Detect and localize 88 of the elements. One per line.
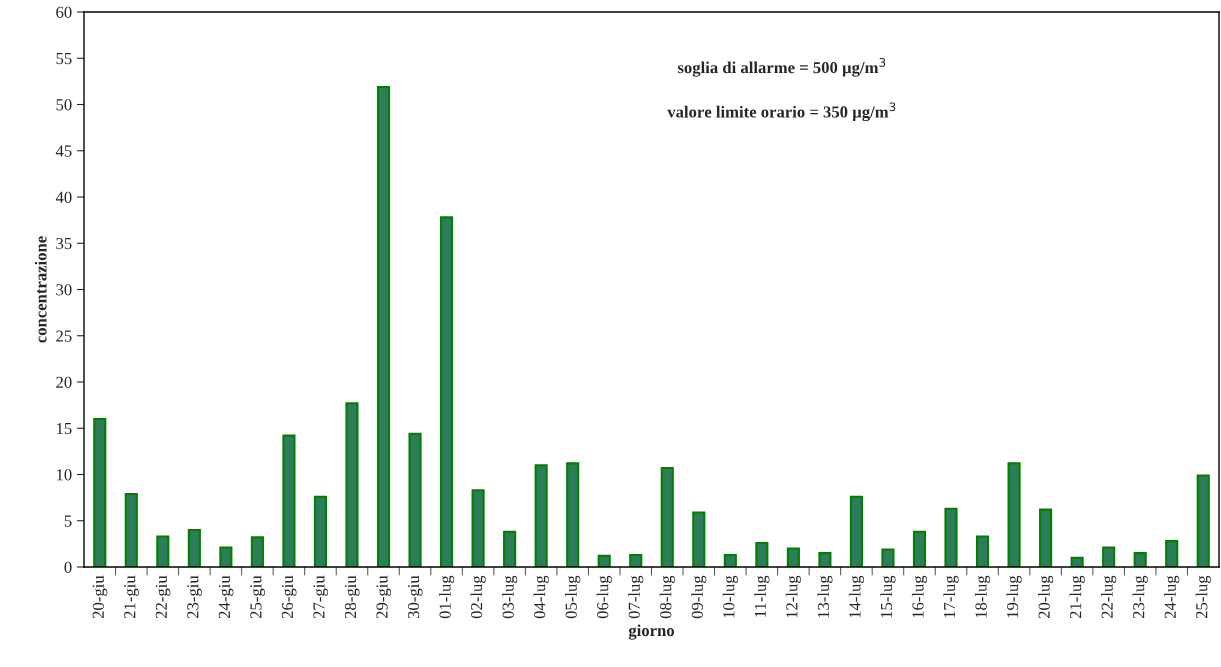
bar <box>1039 508 1053 567</box>
bar <box>1007 462 1021 567</box>
bar <box>881 548 895 567</box>
x-tick-label: 07-lug <box>628 575 644 619</box>
x-tick-label: 02-lug <box>470 575 486 619</box>
x-tick-label: 01-lug <box>438 575 455 619</box>
x-tick-label: 16-lug <box>911 575 928 618</box>
bar <box>786 547 800 567</box>
y-axis-title: concentrazione <box>34 236 47 343</box>
bar <box>345 402 359 567</box>
x-tick-label: 13-lug <box>817 575 833 618</box>
x-tick-label: 29-giu <box>376 575 392 619</box>
bar <box>440 216 454 567</box>
bar <box>219 546 233 567</box>
bar <box>313 495 328 567</box>
bar <box>1102 546 1116 567</box>
bar <box>818 552 832 567</box>
x-tick-label: 24-giu <box>218 575 234 619</box>
x-tick-label: 25-lug <box>1195 575 1211 619</box>
y-tick-label: 0 <box>64 561 72 573</box>
x-tick-label: 21-giu <box>124 575 139 619</box>
annotation: valore limite orario = 350 µg/m$^{3}$ <box>667 102 896 122</box>
bar <box>660 466 674 567</box>
x-tick-label: 21-lug <box>1069 575 1085 619</box>
x-tick-label: 20-lug <box>1038 575 1054 619</box>
bar <box>597 554 611 567</box>
y-tick-label: 15 <box>56 423 72 435</box>
x-tick-label: 26-giu <box>281 575 297 619</box>
x-tick-label: 12-lug <box>785 575 801 618</box>
x-tick-label: 18-lug <box>974 575 991 618</box>
bar <box>975 535 990 567</box>
x-tick-label: 22-giu <box>155 575 171 619</box>
y-tick-label: 25 <box>56 330 72 342</box>
x-tick-label: 27-giu <box>313 575 329 619</box>
bar <box>156 535 170 567</box>
x-tick-label: 22-lug <box>1101 575 1117 619</box>
bar <box>1165 540 1179 567</box>
bar <box>124 492 138 567</box>
bar <box>376 85 391 567</box>
bar <box>755 541 769 567</box>
x-tick-label: 05-lug <box>565 575 581 619</box>
y-tick-label: 40 <box>55 191 72 203</box>
bar <box>503 530 517 567</box>
y-tick-label: 55 <box>56 53 72 65</box>
bar <box>534 464 548 567</box>
bar <box>250 536 264 567</box>
x-tick-label: 11-lug <box>754 575 770 617</box>
y-tick-label: 10 <box>56 469 72 481</box>
y-tick-label: 45 <box>55 145 72 157</box>
y-tick-label: 30 <box>56 284 72 296</box>
x-tick-label: 19-lug <box>1006 575 1022 618</box>
bar <box>187 528 201 567</box>
x-tick-label: 03-lug <box>502 575 518 619</box>
x-tick-label: 25-giu <box>250 575 265 619</box>
x-tick-label: 10-lug <box>722 575 738 618</box>
y-tick-label: 60 <box>56 6 72 18</box>
y-tick-label: 50 <box>56 99 72 111</box>
bar <box>912 530 927 567</box>
bar <box>93 417 107 567</box>
annotation: soglia di allarme = 500 µg/m$^{3}$ <box>677 58 886 77</box>
bar <box>629 553 643 567</box>
y-tick-label: 5 <box>64 515 72 527</box>
x-tick-label: 06-lug <box>596 575 612 619</box>
bar <box>566 462 580 567</box>
bar <box>471 489 485 567</box>
x-tick-label: 20-giu <box>92 575 108 619</box>
x-tick-label: 24-lug <box>1164 575 1180 619</box>
bar <box>849 495 863 567</box>
bar <box>1133 552 1147 567</box>
x-tick-label: 30-giu <box>407 575 423 619</box>
bar <box>408 432 422 567</box>
bar <box>692 511 706 567</box>
bar <box>1196 474 1210 567</box>
x-tick-label: 23-lug <box>1132 575 1148 619</box>
x-tick-label: 08-lug <box>659 575 675 619</box>
bar <box>723 553 737 567</box>
x-tick-label: 28-giu <box>344 575 360 619</box>
bar <box>944 507 958 567</box>
y-tick-label: 20 <box>56 376 72 388</box>
y-tick-label: 35 <box>56 238 72 250</box>
x-tick-label: 17-lug <box>943 575 959 618</box>
x-tick-label: 23-giu <box>187 575 202 619</box>
x-tick-label: 04-lug <box>533 575 549 619</box>
x-tick-label: 14-lug <box>848 575 865 618</box>
x-tick-label: 09-lug <box>691 575 707 619</box>
bar <box>282 434 296 567</box>
x-tick-label: 15-lug <box>880 575 896 618</box>
x-axis-title: giorno <box>628 624 675 640</box>
